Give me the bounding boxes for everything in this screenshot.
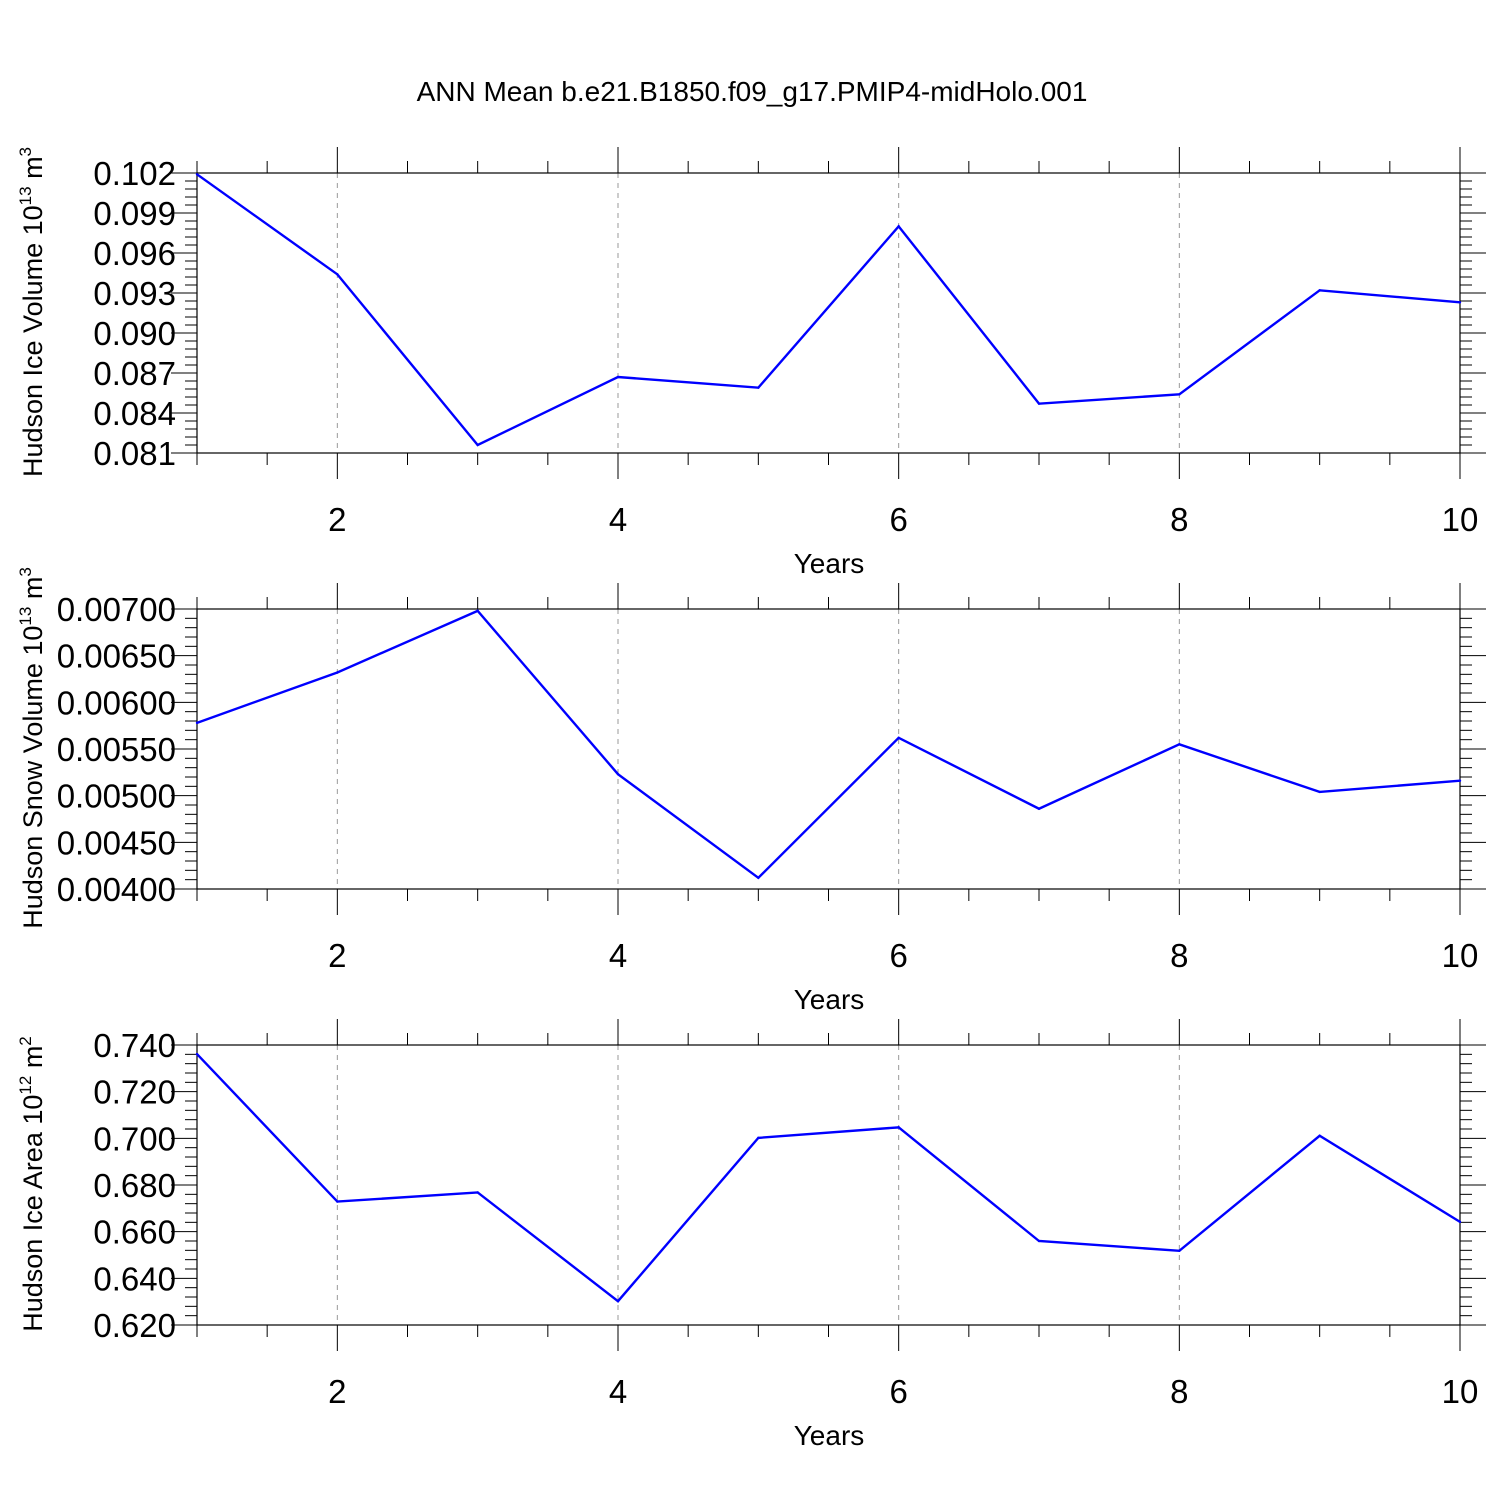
x-tick-label: 4 <box>609 501 627 538</box>
x-tick-label: 2 <box>328 1373 346 1410</box>
x-tick-label: 10 <box>1442 1373 1479 1410</box>
y-axis-label: Hudson Ice Volume 1013 m3 <box>16 147 48 477</box>
data-point <box>195 1052 199 1056</box>
chart-panel-1: 0.0810.0840.0870.0900.0930.0960.0990.102… <box>16 147 1486 579</box>
y-tick-label: 0.084 <box>93 395 176 432</box>
data-point <box>1037 402 1041 405</box>
x-tick-label: 10 <box>1442 501 1479 538</box>
data-point <box>336 671 339 674</box>
y-tick-label: 0.00450 <box>57 824 176 861</box>
x-tick-label: 8 <box>1170 501 1188 538</box>
y-tick-label: 0.090 <box>93 315 176 352</box>
y-axis-label-exponent: 13 <box>16 607 35 626</box>
x-tick-label: 4 <box>609 937 627 974</box>
x-tick-label: 2 <box>328 937 346 974</box>
x-tick-label: 8 <box>1170 1373 1188 1410</box>
y-tick-label: 0.00600 <box>57 684 176 721</box>
y-axis-label-exponent: 3 <box>16 567 35 576</box>
x-tick-label: 10 <box>1442 937 1479 974</box>
data-point <box>195 173 199 176</box>
y-tick-label: 0.720 <box>93 1074 176 1111</box>
data-point <box>757 876 760 879</box>
x-axis-label: Years <box>794 1420 865 1451</box>
x-tick-label: 6 <box>889 501 907 538</box>
y-axis-label-text: Hudson Ice Volume 10 <box>18 205 48 477</box>
y-axis-label-text: m <box>18 156 48 186</box>
data-point <box>1037 807 1041 810</box>
y-tick-label: 0.740 <box>93 1027 176 1064</box>
data-point <box>1178 393 1181 396</box>
y-tick-label: 0.00700 <box>57 591 176 628</box>
series-line <box>196 173 1461 447</box>
plot-frame <box>196 1044 1461 1326</box>
y-axis-label-exponent: 3 <box>16 147 35 156</box>
series-line <box>196 1053 1461 1303</box>
data-point <box>757 386 760 389</box>
data-point <box>616 375 620 379</box>
data-point <box>476 443 479 447</box>
data-point <box>1458 301 1462 304</box>
data-point <box>336 273 339 276</box>
data-point <box>1037 1239 1041 1243</box>
plot-frame <box>196 172 1461 454</box>
x-axis-label: Years <box>794 548 865 579</box>
y-axis-label-text: Hudson Snow Volume 10 <box>18 626 48 929</box>
y-tick-label: 0.099 <box>93 195 176 232</box>
y-tick-label: 0.00400 <box>57 871 176 908</box>
y-tick-label: 0.680 <box>93 1167 176 1204</box>
y-tick-label: 0.620 <box>93 1307 176 1344</box>
y-axis-label-text: m <box>18 1046 48 1076</box>
y-axis-label-text: Hudson Ice Area 10 <box>18 1095 48 1332</box>
x-tick-label: 8 <box>1170 937 1188 974</box>
data-point <box>476 609 479 613</box>
data-point <box>616 773 620 776</box>
y-tick-label: 0.096 <box>93 235 176 272</box>
data-point <box>336 1200 339 1203</box>
data-point <box>897 736 900 739</box>
y-tick-label: 0.102 <box>93 155 176 192</box>
y-axis-label: Hudson Snow Volume 1013 m3 <box>16 567 48 929</box>
data-point <box>897 1126 900 1129</box>
y-tick-label: 0.081 <box>93 435 176 472</box>
data-point <box>1178 1249 1181 1253</box>
data-point <box>1178 743 1181 746</box>
y-tick-label: 0.087 <box>93 355 176 392</box>
data-point <box>195 721 199 725</box>
y-tick-label: 0.700 <box>93 1120 176 1157</box>
data-point <box>757 1136 760 1140</box>
data-point <box>897 225 900 228</box>
y-axis-label-exponent: 12 <box>16 1076 35 1095</box>
data-point <box>616 1300 620 1303</box>
x-axis-label: Years <box>794 984 865 1015</box>
chart-title: ANN Mean b.e21.B1850.f09_g17.PMIP4-midHo… <box>417 76 1088 107</box>
y-tick-label: 0.093 <box>93 275 176 312</box>
data-point <box>1458 1220 1462 1224</box>
data-point <box>476 1191 479 1194</box>
panels: 0.0810.0840.0870.0900.0930.0960.0990.102… <box>16 147 1486 1451</box>
y-tick-label: 0.660 <box>93 1214 176 1251</box>
chart-panel-2: 0.00400 0.00450 0.00500 0.00550 0.00600 0.006… <box>16 567 1486 1015</box>
y-axis-label-text: m <box>18 577 48 607</box>
y-tick-label: 0.640 <box>93 1260 176 1297</box>
data-point <box>1318 790 1321 794</box>
y-tick-label: 0.00650 <box>57 638 176 675</box>
x-tick-label: 2 <box>328 501 346 538</box>
series-line <box>196 609 1461 880</box>
x-tick-label: 4 <box>609 1373 627 1410</box>
y-axis-label-exponent: 13 <box>16 186 35 205</box>
data-point <box>1318 289 1321 292</box>
y-axis-label-exponent: 2 <box>16 1036 35 1045</box>
y-tick-label: 0.00500 <box>57 778 176 815</box>
chart-panel-3: 0.620 0.640 0.660 0.680 0.700 0.720 0.740 2 4 6 8 1… <box>16 1019 1486 1451</box>
data-point <box>1318 1134 1321 1137</box>
y-axis-label: Hudson Ice Area 1012 m2 <box>16 1036 48 1332</box>
data-point <box>1458 779 1462 782</box>
x-tick-label: 6 <box>889 1373 907 1410</box>
y-tick-label: 0.00550 <box>57 731 176 768</box>
x-tick-label: 6 <box>889 937 907 974</box>
